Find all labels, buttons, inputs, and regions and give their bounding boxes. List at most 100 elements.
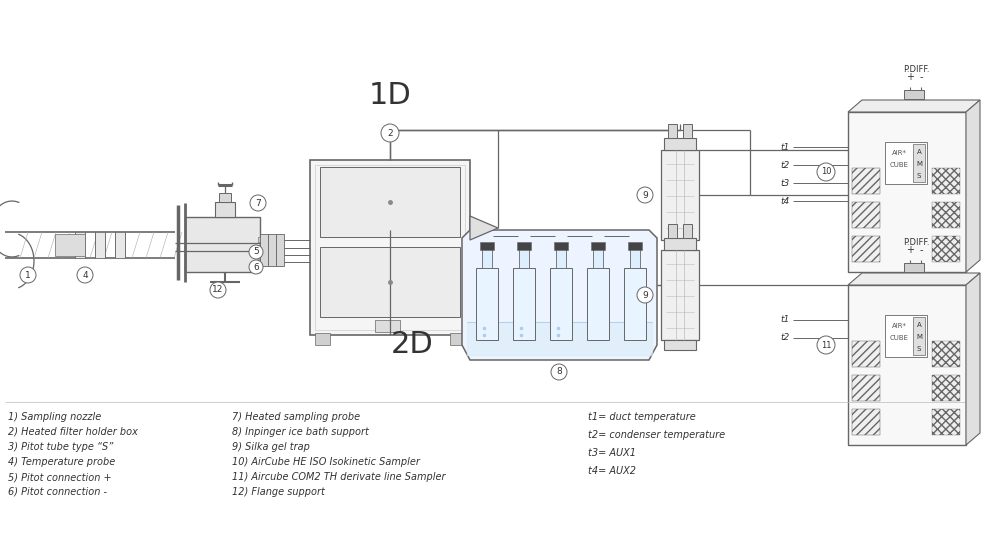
Text: 9: 9 [642,290,648,300]
Text: S: S [917,346,921,352]
Polygon shape [966,273,980,445]
Bar [480,242,494,250]
Bar [482,248,492,268]
Bar [904,263,924,272]
Circle shape [637,287,653,303]
Bar [932,236,960,262]
Text: t1: t1 [781,142,790,151]
Bar [683,224,692,238]
Circle shape [249,260,263,274]
Bar [593,248,603,268]
Text: 4) Temperature probe: 4) Temperature probe [8,457,115,467]
Text: 1: 1 [26,271,30,279]
Bar [661,150,699,240]
Bar [885,315,927,357]
Text: -: - [919,72,923,82]
Text: CUBE: CUBE [890,335,908,341]
Bar [310,160,470,335]
Text: 5) Pitot connection +: 5) Pitot connection + [8,472,112,482]
Bar [628,242,642,250]
Bar [664,240,696,250]
Circle shape [551,364,567,380]
Bar [668,224,677,238]
Bar [664,138,696,150]
Bar [587,268,609,340]
Bar [258,237,264,242]
Bar [668,124,677,138]
Bar [664,238,696,250]
Text: 1D: 1D [368,81,411,110]
Circle shape [250,195,266,211]
Bar [848,112,966,272]
Bar [913,317,925,355]
Bar [591,242,605,250]
Circle shape [210,282,226,298]
Text: +: + [906,245,914,255]
Text: M: M [916,161,922,167]
Text: A: A [916,322,921,328]
Text: 3) Pitot tube type “S”: 3) Pitot tube type “S” [8,442,113,452]
Text: 2: 2 [387,129,393,138]
Text: 8: 8 [556,367,562,377]
Text: 7) Heated sampling probe: 7) Heated sampling probe [232,412,360,422]
Circle shape [381,124,399,142]
Text: A: A [916,149,921,155]
Text: t3: t3 [781,179,790,188]
Bar [315,333,330,345]
Text: t2: t2 [781,333,790,343]
Text: 7: 7 [255,199,261,207]
Text: 6: 6 [253,262,259,272]
Text: t4: t4 [781,196,790,206]
Bar [55,234,85,256]
Text: 12) Flange support: 12) Flange support [232,487,325,497]
Text: 10: 10 [821,168,831,177]
Text: S: S [917,173,921,179]
Text: 8) Inpinger ice bath support: 8) Inpinger ice bath support [232,427,369,437]
Text: 2D: 2D [391,330,433,359]
Bar [848,285,966,445]
Text: t3= AUX1: t3= AUX1 [588,448,636,458]
Bar [852,341,880,367]
Bar [630,248,640,268]
Text: P.DIFF.: P.DIFF. [902,238,929,247]
Bar [885,142,927,184]
Bar [904,90,924,99]
Text: 11) Aircube COM2 TH derivate line Sampler: 11) Aircube COM2 TH derivate line Sample… [232,472,446,482]
Polygon shape [848,273,980,285]
Bar [852,168,880,194]
Bar [932,375,960,401]
Bar [683,124,692,138]
Bar [258,245,264,250]
Bar [932,202,960,228]
Bar [95,232,105,258]
Bar [75,232,85,258]
Circle shape [637,187,653,203]
Text: t2: t2 [781,161,790,169]
Bar [664,340,696,350]
Bar [852,236,880,262]
Text: t1: t1 [781,316,790,324]
Bar [315,165,465,330]
Bar [185,217,260,272]
Text: CUBE: CUBE [890,162,908,168]
Bar [852,202,880,228]
Text: AIR*: AIR* [892,150,906,156]
Polygon shape [848,100,980,112]
Bar [115,232,125,258]
Bar [219,193,231,202]
Polygon shape [470,216,498,240]
Text: 11: 11 [821,340,831,349]
Bar [320,247,460,317]
Bar [517,242,531,250]
Bar [258,252,264,257]
Text: 2) Heated filter holder box: 2) Heated filter holder box [8,427,137,437]
Text: P.DIFF.: P.DIFF. [902,65,929,74]
Polygon shape [462,230,657,360]
Bar [268,234,276,266]
Text: 4: 4 [82,271,87,279]
Text: t2= condenser temperature: t2= condenser temperature [588,430,725,440]
Circle shape [249,245,263,259]
Bar [932,409,960,435]
Bar [276,234,284,266]
Circle shape [817,163,835,181]
